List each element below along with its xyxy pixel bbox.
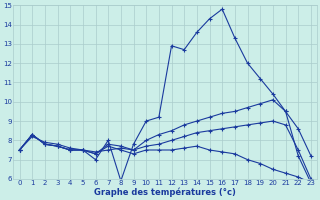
- X-axis label: Graphe des températures (°c): Graphe des températures (°c): [94, 188, 236, 197]
